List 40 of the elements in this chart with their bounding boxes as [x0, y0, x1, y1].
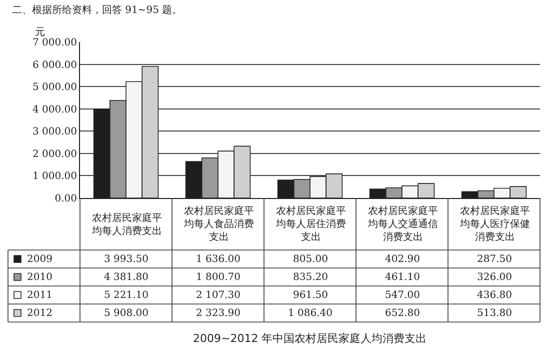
data-label: 2 107.30 [196, 290, 241, 301]
data-label: 4 381.80 [104, 272, 149, 283]
y-tick-label: 0.00 [54, 194, 77, 204]
y-tick-label: 5 000.00 [32, 82, 77, 94]
y-tick-label: 6 000.00 [32, 60, 77, 71]
data-label: 547.00 [385, 290, 420, 301]
data-label: 805.00 [293, 254, 328, 265]
data-label: 287.50 [477, 254, 512, 265]
data-label: 5 908.00 [104, 308, 149, 319]
y-tick-label: 4 000.00 [32, 104, 77, 116]
y-tick-label: 3 000.00 [32, 126, 77, 138]
legend-label: 2011 [27, 290, 52, 301]
data-label: 461.10 [385, 272, 420, 283]
data-label: 436.80 [477, 290, 512, 301]
y-tick-label: 1 000.00 [32, 171, 77, 182]
data-label: 513.80 [477, 308, 512, 319]
data-label: 3 993.50 [104, 254, 149, 265]
data-label: 1 636.00 [196, 254, 241, 265]
legend-label: 2010 [27, 272, 52, 283]
data-label: 835.20 [293, 272, 328, 283]
legend-label: 2012 [27, 308, 52, 319]
y-tick-label: 2 000.00 [32, 148, 77, 160]
data-label: 5 221.10 [104, 290, 149, 301]
x-tick-label: 农村居民家庭平均每人消费支出 [91, 212, 162, 237]
x-tick-label: 农村居民家庭平均每人交通通信消费支出 [367, 205, 438, 243]
text: 2009~2012 年中国农村居民家庭人均消费支出 [193, 332, 427, 345]
data-label: 402.90 [385, 254, 420, 265]
y-tick-label: 7 000.00 [32, 38, 77, 48]
y-axis-title: 元 [35, 27, 45, 38]
x-tick-label: 农村居民家庭平均每人医疗保健消费支出 [459, 205, 530, 243]
x-tick-label: 农村居民家庭平均每人食品消费支出 [183, 205, 254, 243]
legend-label: 2009 [27, 254, 52, 265]
data-label: 1 800.70 [196, 272, 241, 283]
data-label: 652.80 [385, 308, 420, 319]
text: 二、根据所给资料，回答 91~95 题。 [12, 4, 182, 16]
x-tick-label: 农村居民家庭平均每人居住消费支出 [275, 205, 346, 243]
data-label: 326.00 [477, 272, 512, 283]
data-label: 1 086.40 [288, 308, 333, 319]
data-label: 961.50 [293, 290, 328, 301]
data-label: 2 323.90 [196, 308, 241, 319]
